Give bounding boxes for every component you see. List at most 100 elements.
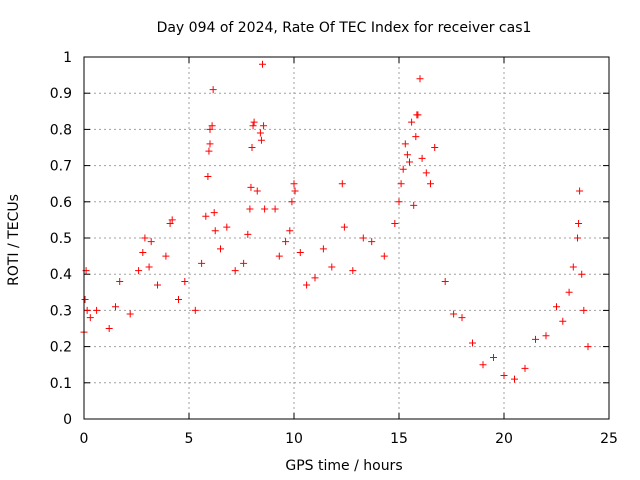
data-point [202, 212, 210, 220]
data-point [261, 205, 269, 213]
y-tick-labels: 0 0.1 0.2 0.3 0.4 0.5 0.6 0.7 0.8 0.9 1 [50, 50, 72, 428]
data-point [248, 144, 256, 151]
data-point [412, 133, 420, 141]
data-point [403, 151, 411, 159]
y-tick-label: 0.1 [50, 376, 72, 392]
data-point [319, 245, 327, 253]
data-point [368, 238, 376, 246]
data-point [209, 86, 217, 94]
data-point [250, 118, 258, 126]
data-point [253, 187, 261, 195]
data-point [105, 325, 113, 332]
y-tick-label: 0.9 [50, 86, 72, 102]
data-point [162, 252, 170, 260]
data-point [401, 140, 409, 148]
data-point [328, 263, 336, 271]
data-point [260, 122, 268, 130]
x-axis-label: GPS time / hours [285, 458, 402, 474]
data-point [223, 223, 231, 231]
data-point [139, 248, 147, 256]
x-tick-label: 25 [600, 431, 618, 447]
data-point [397, 180, 405, 188]
data-point [147, 238, 155, 246]
data-point [359, 234, 367, 242]
data-point [291, 187, 299, 195]
data-point [575, 220, 583, 228]
data-point [288, 198, 296, 206]
x-tick-label: 10 [285, 431, 303, 447]
data-point [574, 234, 581, 242]
data-point [431, 144, 439, 151]
data-point [490, 353, 497, 361]
data-point [240, 259, 248, 267]
data-point [204, 172, 212, 180]
data-point [116, 277, 124, 285]
data-point [249, 122, 257, 130]
y-tick-label: 0.7 [50, 159, 72, 175]
data-points-layer [80, 60, 592, 383]
data-point [500, 372, 508, 380]
data-point [416, 75, 424, 83]
data-point [427, 180, 434, 188]
data-point [580, 306, 588, 314]
data-point [211, 227, 219, 235]
data-point [275, 252, 283, 260]
chart-title: Day 094 of 2024, Rate Of TEC Index for r… [157, 20, 532, 36]
data-point [340, 223, 348, 231]
data-point [532, 335, 539, 343]
data-point [578, 270, 586, 278]
data-point [259, 60, 266, 68]
data-point [244, 230, 252, 238]
x-tick-label: 15 [390, 431, 408, 447]
data-point [208, 122, 216, 130]
data-point [380, 252, 388, 260]
data-point [576, 187, 584, 195]
data-point [154, 281, 161, 289]
data-point [311, 274, 319, 282]
data-point [175, 296, 182, 304]
x-tick-label: 20 [495, 431, 513, 447]
data-point [391, 220, 399, 228]
data-point [206, 125, 214, 133]
data-point [303, 281, 311, 289]
data-point [231, 267, 239, 275]
data-point [559, 317, 567, 325]
plot-frame [83, 56, 610, 420]
y-tick-label: 0.5 [50, 231, 72, 247]
y-tick-label: 0.4 [50, 267, 72, 283]
data-point [469, 339, 476, 347]
data-point [349, 267, 357, 275]
data-point [282, 238, 290, 246]
data-point [83, 306, 91, 314]
data-point [511, 375, 518, 383]
data-point [93, 306, 101, 314]
data-point [112, 303, 119, 311]
data-point [86, 314, 94, 322]
data-point [168, 216, 176, 224]
y-tick-label: 0.2 [50, 340, 72, 356]
data-point [247, 183, 255, 191]
data-point [395, 198, 403, 206]
y-tick-label: 0 [63, 412, 72, 428]
data-point [458, 314, 466, 322]
data-point [584, 343, 592, 351]
y-tick-label: 0.8 [50, 122, 72, 138]
y-axis-label: ROTI / TECUs [6, 194, 22, 286]
data-point [181, 277, 189, 285]
y-tick-label: 1 [63, 50, 72, 66]
data-point [141, 234, 149, 242]
data-point [217, 245, 224, 253]
data-point [206, 140, 214, 148]
data-point [418, 154, 426, 162]
data-point [553, 303, 560, 311]
grid-layer [83, 56, 610, 420]
data-point [135, 267, 143, 275]
data-point [441, 277, 449, 285]
data-point [198, 259, 206, 267]
data-point [399, 165, 407, 173]
data-point [542, 332, 550, 340]
data-point [210, 209, 218, 217]
x-tick-label: 0 [80, 431, 89, 447]
data-point [166, 220, 174, 228]
data-point [191, 306, 199, 314]
